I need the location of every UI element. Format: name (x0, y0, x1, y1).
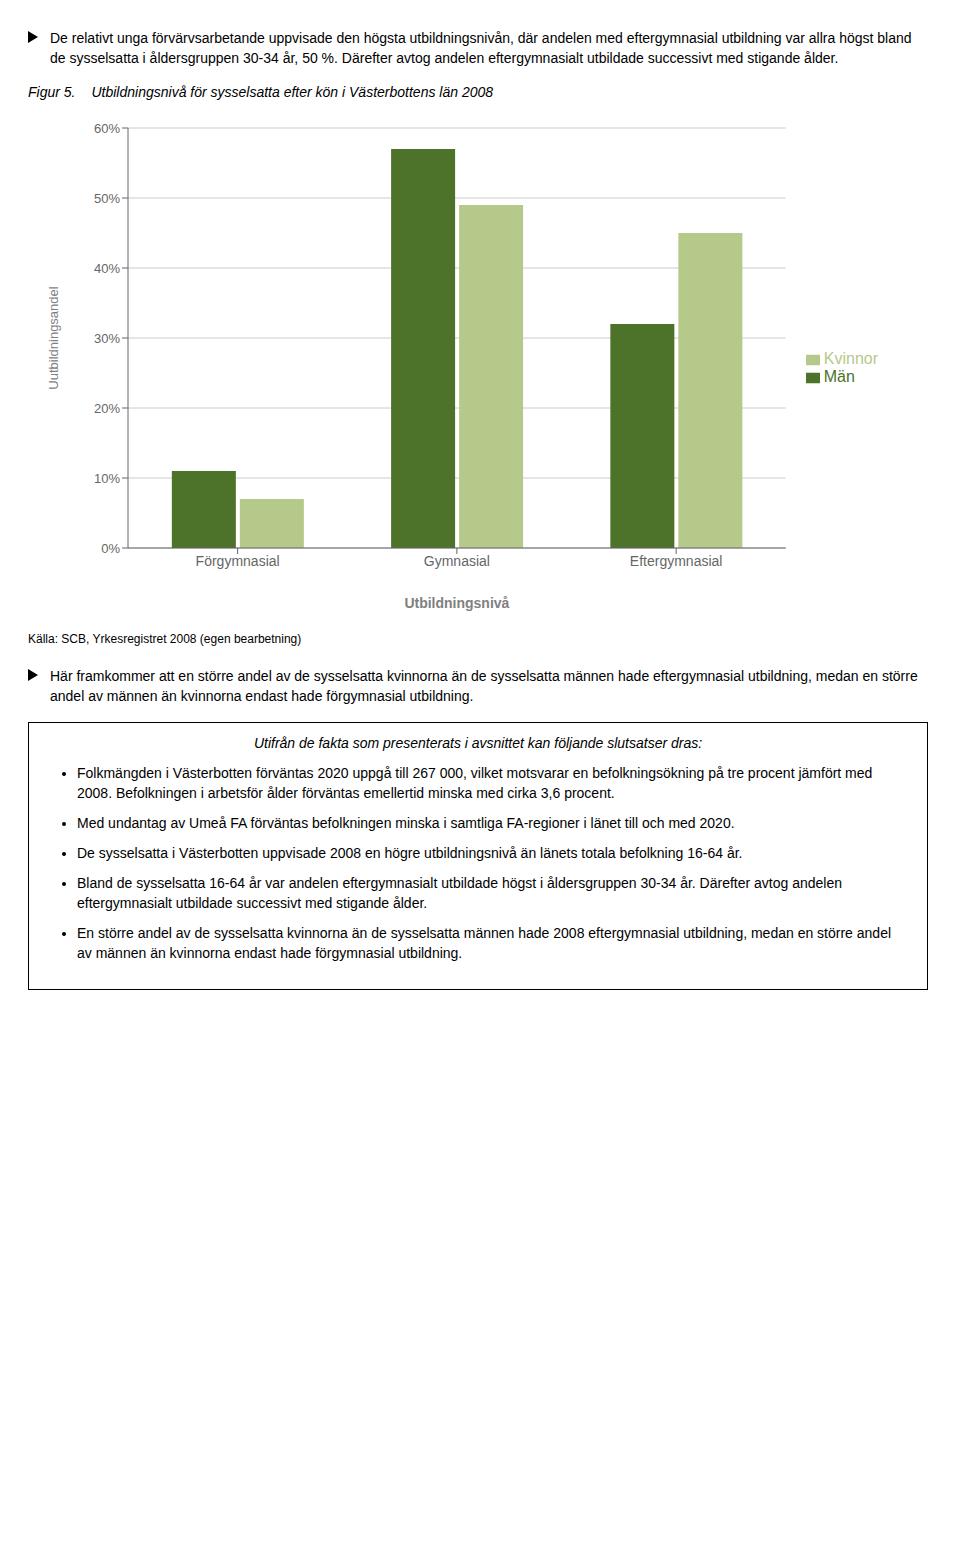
svg-text:40%: 40% (94, 261, 120, 276)
svg-text:Gymnasial: Gymnasial (424, 553, 490, 569)
svg-text:Eftergymnasial: Eftergymnasial (630, 553, 723, 569)
html-text:Här framkommer att en större a: Här framkommer att en större andel av de… (50, 668, 918, 704)
svg-text:Förgymnasial: Förgymnasial (196, 553, 280, 569)
svg-text:10%: 10% (94, 471, 120, 486)
html-text:Män: Män (823, 368, 855, 385)
svg-text:50%: 50% (94, 191, 120, 206)
svg-text:60%: 60% (94, 121, 120, 136)
html-text:De relativt unga förvärvsarbet: De relativt unga förvärvsarbetande uppvi… (50, 30, 912, 66)
html-text:Folkmängden i Västerbotten för: Folkmängden i Västerbotten förväntas 202… (77, 765, 873, 801)
svg-text:Utbildningsnivå: Utbildningsnivå (404, 595, 509, 611)
html-text:Med undantag av Umeå FA förvän: Med undantag av Umeå FA förväntas befolk… (77, 815, 735, 831)
html-text:De sysselsatta i Västerbotten: De sysselsatta i Västerbotten uppvisade … (77, 845, 743, 861)
svg-text:Uutbildningsandel: Uutbildningsandel (46, 286, 61, 389)
html-text:Utifrån de fakta som presenter: Utifrån de fakta som presenterats i avsn… (253, 735, 703, 751)
html-text:Bland de sysselsatta 16-64 år: Bland de sysselsatta 16-64 år var andele… (77, 875, 842, 911)
svg-text:20%: 20% (94, 401, 120, 416)
html-text:Källa: SCB, Yrkesregistret 200: Källa: SCB, Yrkesregistret 2008 (egen be… (28, 632, 302, 646)
html-text:Figur 5.: Figur 5. (28, 84, 76, 100)
html-text:Utbildningsnivå för sysselsatt: Utbildningsnivå för sysselsatta efter kö… (91, 84, 493, 100)
svg-text:0%: 0% (101, 541, 120, 556)
html-text:En större andel av de sysselsa: En större andel av de sysselsatta kvinno… (77, 925, 892, 961)
svg-text:30%: 30% (94, 331, 120, 346)
html-text:Kvinnor: Kvinnor (823, 350, 878, 367)
